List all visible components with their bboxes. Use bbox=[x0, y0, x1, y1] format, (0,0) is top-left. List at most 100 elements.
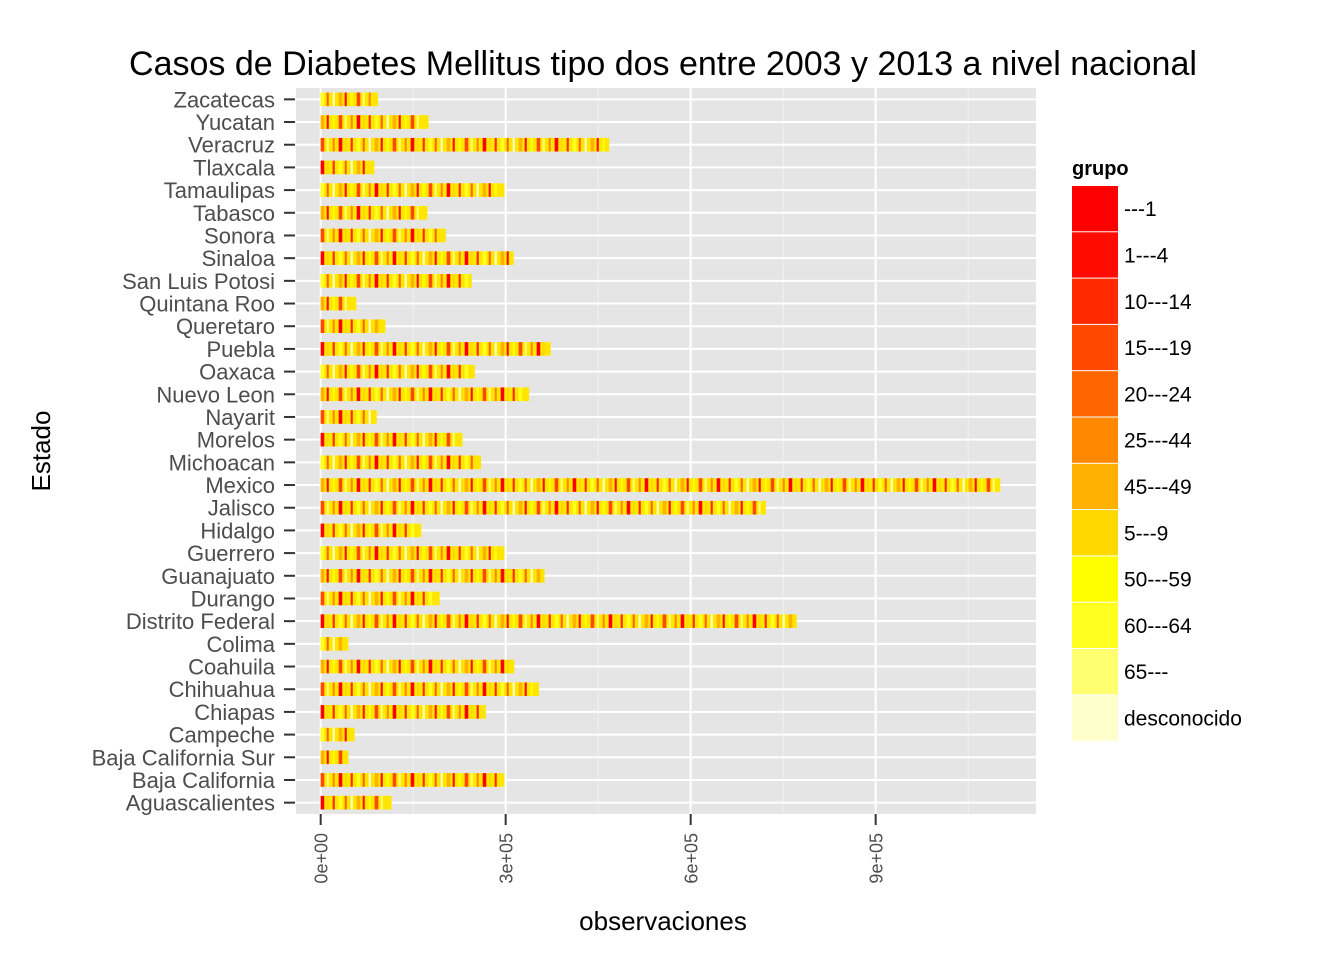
bar-segment bbox=[446, 251, 451, 265]
bar-segment bbox=[344, 773, 347, 787]
legend-label: desconocido bbox=[1124, 707, 1242, 730]
bar-segment bbox=[416, 705, 419, 719]
bar-segment bbox=[488, 183, 491, 197]
bar-segment bbox=[428, 342, 433, 356]
bar-segment bbox=[404, 705, 407, 719]
bar-segment bbox=[398, 478, 401, 492]
bar-segment bbox=[446, 705, 451, 719]
bar-segment bbox=[374, 274, 379, 288]
bar-segment bbox=[938, 478, 941, 492]
bar-segment bbox=[344, 705, 347, 719]
bar bbox=[320, 568, 545, 583]
bar-segment bbox=[338, 705, 343, 719]
bar-segment bbox=[374, 432, 379, 447]
bar-segment bbox=[494, 568, 497, 583]
bar-group-yucatan bbox=[320, 115, 429, 129]
bar-segment bbox=[410, 183, 415, 197]
bar-segment bbox=[404, 342, 407, 356]
bar-segment bbox=[368, 364, 371, 379]
bar-segment bbox=[434, 659, 437, 674]
bar-segment bbox=[356, 614, 361, 628]
bar-segment bbox=[386, 274, 389, 288]
bar-segment bbox=[440, 614, 443, 628]
bar-segment bbox=[362, 364, 365, 379]
bar-segment bbox=[416, 205, 419, 220]
bar-segment bbox=[368, 523, 371, 538]
bar-group-hidalgo bbox=[320, 523, 422, 538]
bar-segment bbox=[398, 137, 401, 152]
bar-segment bbox=[428, 228, 433, 243]
bar-segment bbox=[386, 614, 389, 628]
bar-segment bbox=[458, 705, 461, 719]
bar-segment bbox=[320, 92, 325, 107]
bar-segment bbox=[566, 614, 569, 628]
bar-segment bbox=[860, 478, 865, 492]
bar-segment bbox=[338, 591, 343, 606]
legend-label: 20---24 bbox=[1124, 383, 1192, 406]
bar-segment bbox=[464, 614, 469, 628]
bar-segment bbox=[698, 500, 703, 515]
bar-segment bbox=[338, 637, 343, 651]
bar-segment bbox=[344, 364, 347, 379]
bar-segment bbox=[368, 410, 371, 424]
bar-segment bbox=[332, 137, 335, 152]
bar-segment bbox=[356, 773, 361, 787]
bar-segment bbox=[788, 614, 793, 628]
bar-segment bbox=[410, 432, 415, 447]
bar-segment bbox=[320, 614, 325, 628]
bar-segment bbox=[380, 205, 383, 220]
bar-segment bbox=[326, 205, 329, 220]
bar-segment bbox=[440, 137, 443, 152]
bar-segment bbox=[338, 410, 343, 424]
bar-segment bbox=[332, 92, 335, 107]
bar-segment bbox=[716, 614, 721, 628]
x-tick-label: 0e+00 bbox=[312, 833, 332, 884]
bar-segment bbox=[842, 478, 847, 492]
bar-segment bbox=[362, 410, 365, 424]
bar-segment bbox=[356, 523, 361, 538]
bar-segment bbox=[326, 115, 329, 129]
bar-segment bbox=[326, 160, 329, 175]
bar-segment bbox=[374, 205, 379, 220]
bar-segment bbox=[542, 614, 545, 628]
bar-segment bbox=[440, 478, 443, 492]
bar-segment bbox=[572, 137, 577, 152]
bar-segment bbox=[890, 478, 893, 492]
bar-segment bbox=[536, 500, 541, 515]
bar-segment bbox=[326, 274, 329, 288]
bar-segment bbox=[458, 183, 461, 197]
bar-segment bbox=[344, 682, 347, 697]
x-tick-label: 9e+05 bbox=[867, 833, 887, 884]
bar-segment bbox=[398, 205, 401, 220]
bar-segment bbox=[398, 705, 401, 719]
bar-segment bbox=[536, 568, 541, 583]
bar-segment bbox=[446, 500, 451, 515]
bar-segment bbox=[362, 795, 365, 810]
bar-segment bbox=[374, 387, 379, 402]
bar-group-morelos bbox=[320, 432, 463, 447]
bar-segment bbox=[320, 795, 325, 810]
bar-segment bbox=[398, 251, 401, 265]
y-tick-label: Tamaulipas bbox=[164, 178, 275, 203]
bar-segment bbox=[704, 614, 707, 628]
bar-segment bbox=[344, 251, 347, 265]
bar-segment bbox=[518, 568, 523, 583]
bar-segment bbox=[356, 160, 361, 175]
bar-segment bbox=[458, 387, 461, 402]
bar-segment bbox=[356, 682, 361, 697]
bar-segment bbox=[332, 364, 335, 379]
bar-segment bbox=[428, 455, 433, 470]
bar-segment bbox=[398, 614, 401, 628]
bar-segment bbox=[386, 387, 389, 402]
bar-segment bbox=[326, 228, 329, 243]
bar-segment bbox=[554, 500, 559, 515]
bar-segment bbox=[536, 614, 541, 628]
bar-segment bbox=[320, 251, 325, 265]
bar-segment bbox=[380, 274, 383, 288]
bar-segment bbox=[482, 251, 487, 265]
y-tick-label: Distrito Federal bbox=[126, 609, 275, 634]
bar-segment bbox=[368, 614, 371, 628]
bar-segment bbox=[434, 478, 437, 492]
bar-segment bbox=[380, 364, 383, 379]
bar-segment bbox=[470, 500, 473, 515]
